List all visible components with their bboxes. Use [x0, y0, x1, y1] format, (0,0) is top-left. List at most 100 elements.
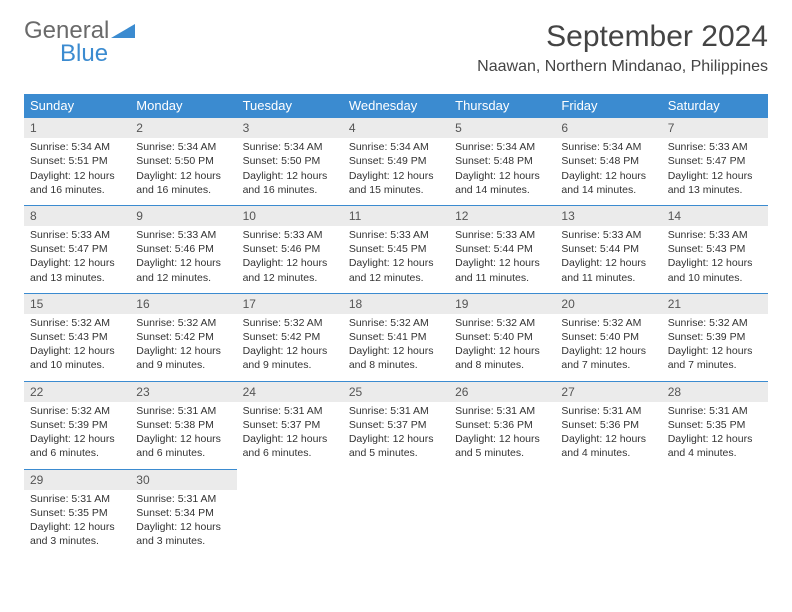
day-number: 25 [343, 381, 449, 402]
sunset-line: Sunset: 5:41 PM [349, 330, 443, 344]
sunset-line: Sunset: 5:37 PM [349, 418, 443, 432]
sunrise-line: Sunrise: 5:31 AM [136, 492, 230, 506]
sunrise-line: Sunrise: 5:31 AM [136, 404, 230, 418]
calendar-cell: 6Sunrise: 5:34 AMSunset: 5:48 PMDaylight… [555, 117, 661, 205]
sunrise-line: Sunrise: 5:34 AM [561, 140, 655, 154]
logo-triangle-icon [111, 20, 135, 43]
calendar-cell: 10Sunrise: 5:33 AMSunset: 5:46 PMDayligh… [237, 205, 343, 293]
day-body: Sunrise: 5:33 AMSunset: 5:46 PMDaylight:… [237, 226, 343, 293]
sunrise-line: Sunrise: 5:33 AM [349, 228, 443, 242]
title-block: September 2024 Naawan, Northern Mindanao… [477, 20, 768, 76]
sunset-line: Sunset: 5:48 PM [455, 154, 549, 168]
sunrise-line: Sunrise: 5:33 AM [30, 228, 124, 242]
sunset-line: Sunset: 5:46 PM [136, 242, 230, 256]
calendar-cell: . [449, 469, 555, 557]
day-body: Sunrise: 5:32 AMSunset: 5:39 PMDaylight:… [662, 314, 768, 381]
calendar-cell: 19Sunrise: 5:32 AMSunset: 5:40 PMDayligh… [449, 293, 555, 381]
day-number: 19 [449, 293, 555, 314]
day-number: 8 [24, 205, 130, 226]
day-body: Sunrise: 5:34 AMSunset: 5:48 PMDaylight:… [555, 138, 661, 205]
day-number: 16 [130, 293, 236, 314]
day-number: 9 [130, 205, 236, 226]
day-body: Sunrise: 5:31 AMSunset: 5:36 PMDaylight:… [555, 402, 661, 469]
calendar-cell: 22Sunrise: 5:32 AMSunset: 5:39 PMDayligh… [24, 381, 130, 469]
sunrise-line: Sunrise: 5:33 AM [668, 140, 762, 154]
sunrise-line: Sunrise: 5:33 AM [668, 228, 762, 242]
sunset-line: Sunset: 5:50 PM [243, 154, 337, 168]
daylight-line: Daylight: 12 hours and 6 minutes. [30, 432, 124, 460]
day-number: 15 [24, 293, 130, 314]
day-number: 3 [237, 117, 343, 138]
day-number: 12 [449, 205, 555, 226]
daylight-line: Daylight: 12 hours and 3 minutes. [136, 520, 230, 548]
sunset-line: Sunset: 5:39 PM [668, 330, 762, 344]
sunset-line: Sunset: 5:48 PM [561, 154, 655, 168]
sunset-line: Sunset: 5:49 PM [349, 154, 443, 168]
day-number: 23 [130, 381, 236, 402]
day-body: Sunrise: 5:32 AMSunset: 5:40 PMDaylight:… [555, 314, 661, 381]
sunrise-line: Sunrise: 5:32 AM [30, 316, 124, 330]
sunset-line: Sunset: 5:50 PM [136, 154, 230, 168]
logo: General Blue [24, 20, 135, 66]
daylight-line: Daylight: 12 hours and 7 minutes. [668, 344, 762, 372]
calendar-cell: . [237, 469, 343, 557]
calendar-cell: . [662, 469, 768, 557]
calendar-cell: . [555, 469, 661, 557]
sunrise-line: Sunrise: 5:32 AM [561, 316, 655, 330]
calendar-cell: 15Sunrise: 5:32 AMSunset: 5:43 PMDayligh… [24, 293, 130, 381]
calendar-cell: 16Sunrise: 5:32 AMSunset: 5:42 PMDayligh… [130, 293, 236, 381]
day-body: Sunrise: 5:33 AMSunset: 5:44 PMDaylight:… [449, 226, 555, 293]
day-number: 6 [555, 117, 661, 138]
daylight-line: Daylight: 12 hours and 12 minutes. [136, 256, 230, 284]
day-body: Sunrise: 5:31 AMSunset: 5:36 PMDaylight:… [449, 402, 555, 469]
calendar-body: 1Sunrise: 5:34 AMSunset: 5:51 PMDaylight… [24, 117, 768, 556]
sunset-line: Sunset: 5:40 PM [561, 330, 655, 344]
calendar-cell: 26Sunrise: 5:31 AMSunset: 5:36 PMDayligh… [449, 381, 555, 469]
sunrise-line: Sunrise: 5:32 AM [668, 316, 762, 330]
day-body: Sunrise: 5:31 AMSunset: 5:37 PMDaylight:… [237, 402, 343, 469]
day-body: Sunrise: 5:31 AMSunset: 5:35 PMDaylight:… [662, 402, 768, 469]
day-body: Sunrise: 5:32 AMSunset: 5:41 PMDaylight:… [343, 314, 449, 381]
sunset-line: Sunset: 5:42 PM [136, 330, 230, 344]
daylight-line: Daylight: 12 hours and 12 minutes. [349, 256, 443, 284]
daylight-line: Daylight: 12 hours and 4 minutes. [561, 432, 655, 460]
header: General Blue September 2024 Naawan, Nort… [24, 20, 768, 76]
day-number: 1 [24, 117, 130, 138]
calendar-cell: 14Sunrise: 5:33 AMSunset: 5:43 PMDayligh… [662, 205, 768, 293]
sunset-line: Sunset: 5:47 PM [668, 154, 762, 168]
calendar-cell: 25Sunrise: 5:31 AMSunset: 5:37 PMDayligh… [343, 381, 449, 469]
day-number: 27 [555, 381, 661, 402]
daylight-line: Daylight: 12 hours and 8 minutes. [349, 344, 443, 372]
calendar-cell: 29Sunrise: 5:31 AMSunset: 5:35 PMDayligh… [24, 469, 130, 557]
sunrise-line: Sunrise: 5:33 AM [561, 228, 655, 242]
sunset-line: Sunset: 5:34 PM [136, 506, 230, 520]
day-number: 14 [662, 205, 768, 226]
sunset-line: Sunset: 5:36 PM [455, 418, 549, 432]
daylight-line: Daylight: 12 hours and 14 minutes. [561, 169, 655, 197]
daylight-line: Daylight: 12 hours and 16 minutes. [243, 169, 337, 197]
sunset-line: Sunset: 5:45 PM [349, 242, 443, 256]
sunrise-line: Sunrise: 5:31 AM [455, 404, 549, 418]
sunset-line: Sunset: 5:38 PM [136, 418, 230, 432]
weekday-header: Monday [130, 94, 236, 117]
day-body: Sunrise: 5:32 AMSunset: 5:43 PMDaylight:… [24, 314, 130, 381]
calendar-cell: 4Sunrise: 5:34 AMSunset: 5:49 PMDaylight… [343, 117, 449, 205]
day-body: Sunrise: 5:32 AMSunset: 5:39 PMDaylight:… [24, 402, 130, 469]
day-body: Sunrise: 5:31 AMSunset: 5:35 PMDaylight:… [24, 490, 130, 557]
calendar-cell: 28Sunrise: 5:31 AMSunset: 5:35 PMDayligh… [662, 381, 768, 469]
sunset-line: Sunset: 5:43 PM [668, 242, 762, 256]
day-body: Sunrise: 5:33 AMSunset: 5:47 PMDaylight:… [662, 138, 768, 205]
daylight-line: Daylight: 12 hours and 10 minutes. [30, 344, 124, 372]
daylight-line: Daylight: 12 hours and 5 minutes. [349, 432, 443, 460]
sunset-line: Sunset: 5:42 PM [243, 330, 337, 344]
sunset-line: Sunset: 5:44 PM [455, 242, 549, 256]
daylight-line: Daylight: 12 hours and 13 minutes. [30, 256, 124, 284]
sunset-line: Sunset: 5:36 PM [561, 418, 655, 432]
calendar-cell: 7Sunrise: 5:33 AMSunset: 5:47 PMDaylight… [662, 117, 768, 205]
sunrise-line: Sunrise: 5:32 AM [136, 316, 230, 330]
daylight-line: Daylight: 12 hours and 9 minutes. [243, 344, 337, 372]
sunrise-line: Sunrise: 5:34 AM [136, 140, 230, 154]
calendar-cell: 8Sunrise: 5:33 AMSunset: 5:47 PMDaylight… [24, 205, 130, 293]
day-number: 7 [662, 117, 768, 138]
sunrise-line: Sunrise: 5:31 AM [30, 492, 124, 506]
